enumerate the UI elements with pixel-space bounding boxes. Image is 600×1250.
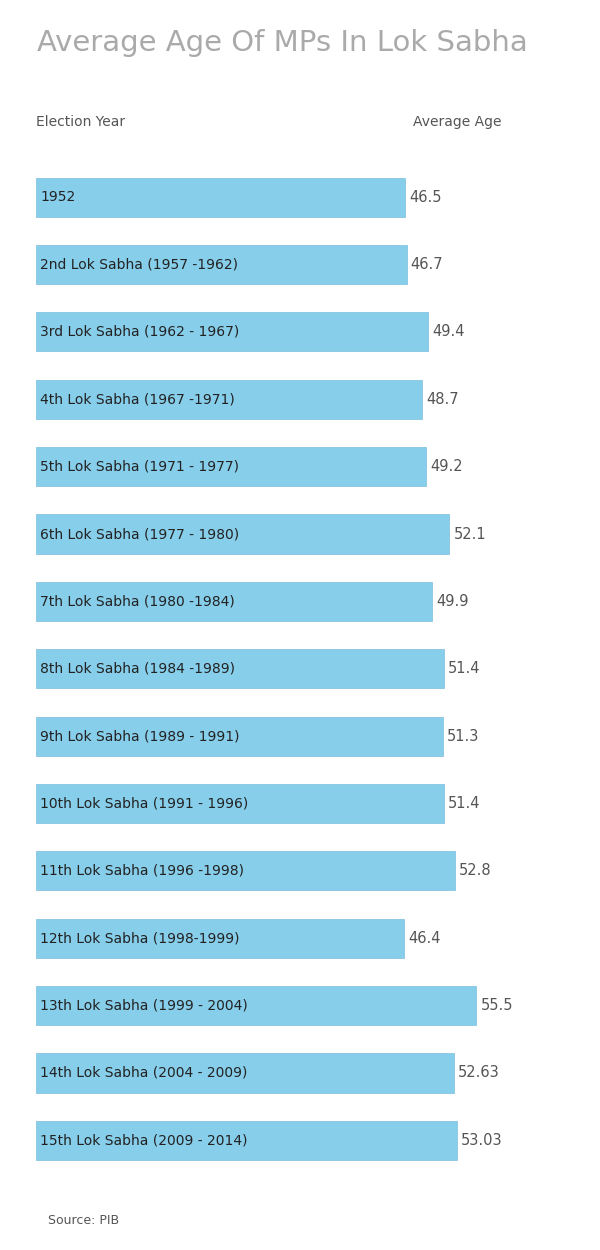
Bar xyxy=(36,649,444,689)
Text: 52.63: 52.63 xyxy=(458,1065,499,1080)
Bar xyxy=(36,312,428,351)
Text: 5th Lok Sabha (1971 - 1977): 5th Lok Sabha (1971 - 1977) xyxy=(40,460,239,474)
Text: 10th Lok Sabha (1991 - 1996): 10th Lok Sabha (1991 - 1996) xyxy=(40,796,248,810)
Text: 9th Lok Sabha (1989 - 1991): 9th Lok Sabha (1989 - 1991) xyxy=(40,729,239,742)
Bar xyxy=(36,716,443,756)
Bar xyxy=(36,851,455,890)
Text: 49.4: 49.4 xyxy=(432,325,464,340)
Text: 52.1: 52.1 xyxy=(454,526,486,541)
Text: 13th Lok Sabha (1999 - 2004): 13th Lok Sabha (1999 - 2004) xyxy=(40,999,248,1012)
Text: 7th Lok Sabha (1980 -1984): 7th Lok Sabha (1980 -1984) xyxy=(40,595,235,609)
Text: 48.7: 48.7 xyxy=(427,391,459,406)
Bar xyxy=(36,1054,454,1092)
Bar xyxy=(36,380,422,419)
Text: 52.8: 52.8 xyxy=(459,864,491,879)
Text: 51.4: 51.4 xyxy=(448,661,481,676)
Text: 3rd Lok Sabha (1962 - 1967): 3rd Lok Sabha (1962 - 1967) xyxy=(40,325,239,339)
Text: 4th Lok Sabha (1967 -1971): 4th Lok Sabha (1967 -1971) xyxy=(40,392,235,406)
Bar xyxy=(36,919,404,958)
Text: 11th Lok Sabha (1996 -1998): 11th Lok Sabha (1996 -1998) xyxy=(40,864,244,877)
Text: Average Age Of MPs In Lok Sabha: Average Age Of MPs In Lok Sabha xyxy=(37,29,527,56)
Text: 46.4: 46.4 xyxy=(408,931,440,946)
Bar xyxy=(36,448,427,486)
Text: 49.9: 49.9 xyxy=(436,594,469,609)
Text: 46.5: 46.5 xyxy=(409,190,442,205)
Bar xyxy=(36,1121,457,1160)
Text: 15th Lok Sabha (2009 - 2014): 15th Lok Sabha (2009 - 2014) xyxy=(40,1134,247,1148)
Text: 6th Lok Sabha (1977 - 1980): 6th Lok Sabha (1977 - 1980) xyxy=(40,528,239,541)
Text: 1952: 1952 xyxy=(40,190,75,204)
Bar xyxy=(36,515,449,554)
Bar xyxy=(36,986,476,1025)
Bar xyxy=(36,177,405,216)
Text: 55.5: 55.5 xyxy=(481,998,513,1012)
Text: 51.4: 51.4 xyxy=(448,796,481,811)
Text: 14th Lok Sabha (2004 - 2009): 14th Lok Sabha (2004 - 2009) xyxy=(40,1066,247,1080)
Bar xyxy=(36,581,432,621)
Text: 46.7: 46.7 xyxy=(410,258,443,272)
Text: Average Age: Average Age xyxy=(413,115,502,129)
Bar xyxy=(36,245,407,284)
Bar xyxy=(36,784,444,822)
Text: 49.2: 49.2 xyxy=(430,459,463,474)
Text: Election Year: Election Year xyxy=(36,115,125,129)
Text: Source: PIB: Source: PIB xyxy=(48,1215,119,1228)
Text: 12th Lok Sabha (1998-1999): 12th Lok Sabha (1998-1999) xyxy=(40,931,239,945)
Text: 8th Lok Sabha (1984 -1989): 8th Lok Sabha (1984 -1989) xyxy=(40,661,235,676)
Text: 51.3: 51.3 xyxy=(447,729,479,744)
Text: 53.03: 53.03 xyxy=(461,1132,502,1148)
Text: 2nd Lok Sabha (1957 -1962): 2nd Lok Sabha (1957 -1962) xyxy=(40,258,238,271)
